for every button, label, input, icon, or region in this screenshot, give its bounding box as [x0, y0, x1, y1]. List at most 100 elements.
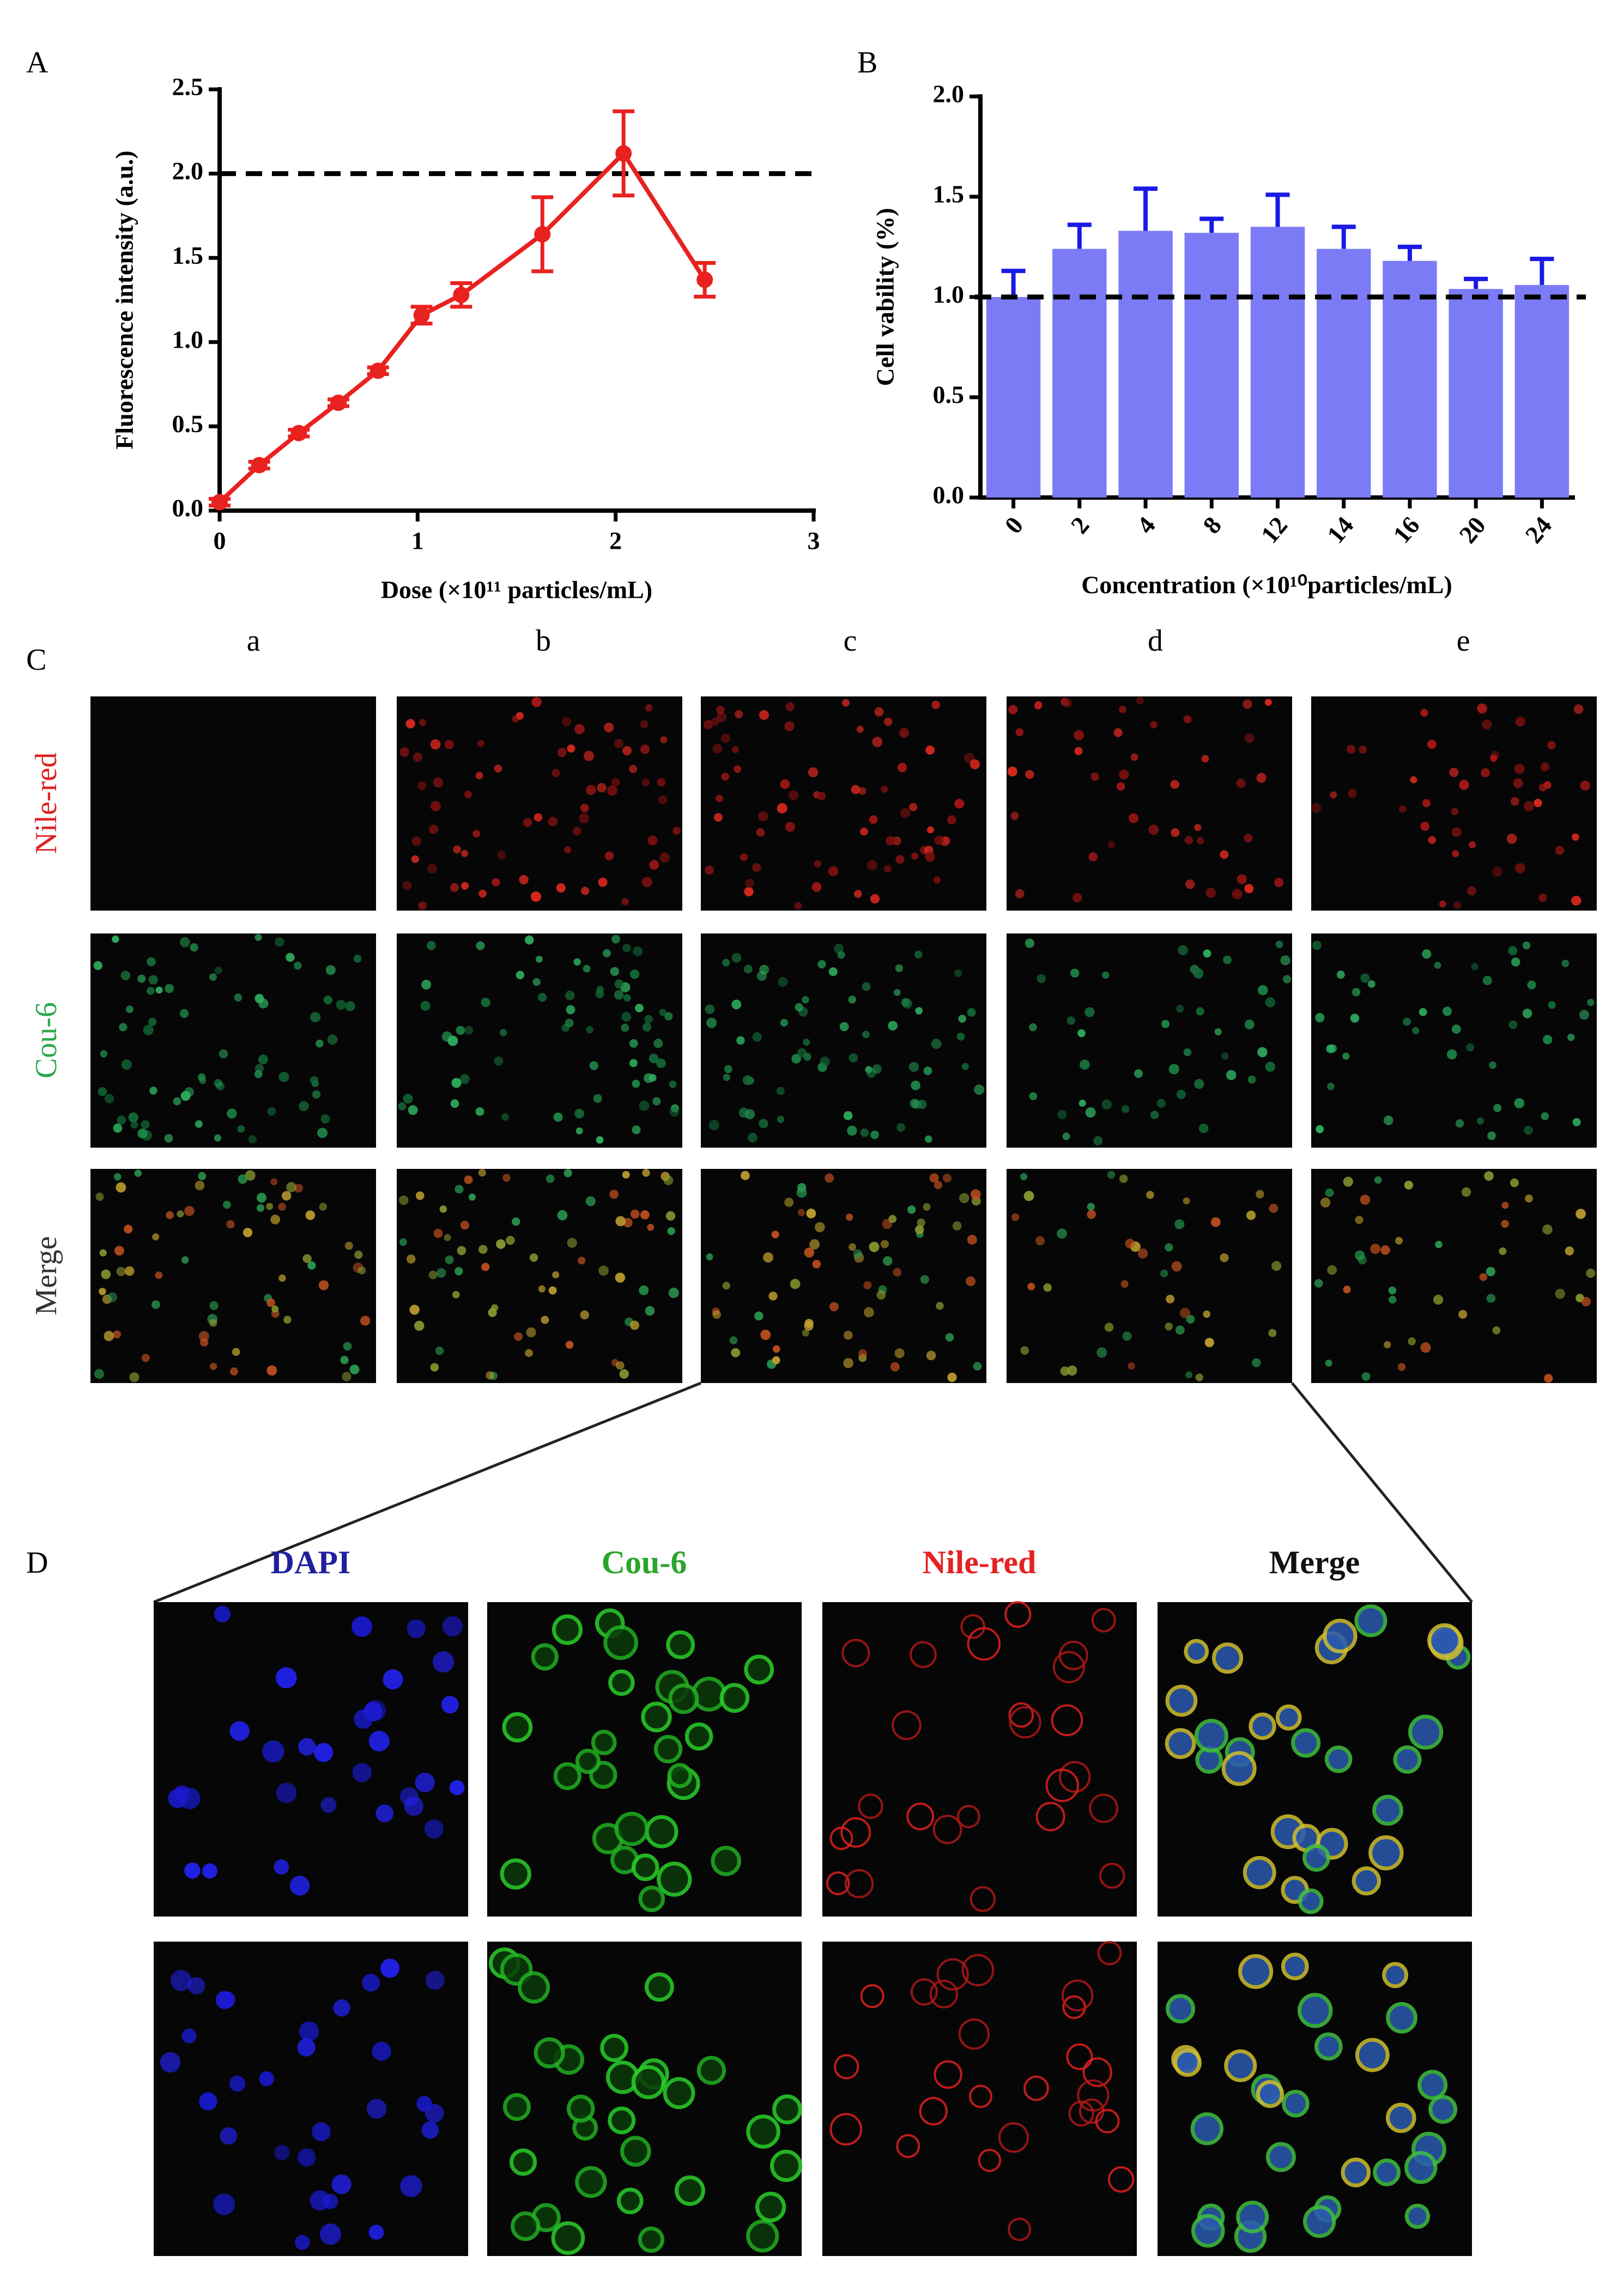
cell	[181, 2028, 197, 2044]
cell	[418, 901, 427, 910]
cell	[958, 1015, 967, 1023]
cell	[906, 1802, 935, 1830]
cell	[209, 1301, 219, 1311]
cell	[603, 949, 611, 957]
cell	[534, 813, 543, 822]
cell	[556, 883, 566, 893]
cell	[481, 1263, 490, 1271]
cell	[537, 993, 547, 1002]
cell	[1232, 889, 1243, 900]
cell	[1397, 1363, 1406, 1371]
cell	[411, 855, 419, 863]
cell	[375, 1804, 394, 1823]
error-bar	[1397, 245, 1422, 261]
cell	[441, 1696, 459, 1714]
cell	[302, 1254, 312, 1263]
cell	[745, 878, 755, 888]
cell	[1427, 1623, 1462, 1658]
cell	[892, 1710, 922, 1741]
cell	[232, 1348, 240, 1356]
cell	[1173, 2048, 1202, 2077]
cell	[708, 1120, 719, 1131]
cell	[286, 1182, 296, 1192]
cell	[814, 860, 821, 868]
cell	[780, 1018, 788, 1027]
cell	[791, 1054, 801, 1064]
cell	[1062, 1132, 1070, 1141]
cell	[1186, 1314, 1195, 1324]
cell	[600, 2034, 629, 2063]
cell	[553, 1112, 563, 1122]
cell	[777, 803, 787, 814]
cell	[1420, 1342, 1431, 1353]
cell	[840, 1817, 871, 1848]
cell	[658, 795, 668, 804]
cell	[1091, 1608, 1116, 1633]
cell	[604, 851, 614, 860]
cell	[1062, 698, 1072, 708]
cell	[914, 1225, 924, 1234]
cell	[931, 700, 940, 710]
cell	[744, 1109, 755, 1119]
cell	[896, 1123, 906, 1132]
cell	[258, 1054, 268, 1065]
cell	[947, 1372, 957, 1382]
cell	[1180, 1308, 1190, 1318]
cell	[1085, 1107, 1096, 1118]
cell	[742, 1075, 753, 1086]
cell	[735, 710, 743, 719]
cell	[629, 1320, 640, 1330]
cell	[934, 2060, 962, 2089]
cell	[147, 957, 156, 967]
cell	[552, 1614, 583, 1645]
cell	[1148, 824, 1159, 835]
cell	[860, 1984, 884, 2009]
cell	[1191, 2214, 1225, 2248]
cell	[870, 894, 880, 904]
cell	[104, 1094, 114, 1103]
cell	[1084, 1007, 1095, 1017]
data-point	[453, 287, 470, 304]
cell	[759, 1119, 768, 1129]
cell	[591, 1730, 617, 1755]
cell	[1025, 770, 1034, 779]
cell	[1428, 2095, 1458, 2124]
cell	[1449, 767, 1459, 778]
cell	[320, 1114, 330, 1124]
cell	[1452, 850, 1459, 858]
cell	[1408, 1714, 1444, 1750]
cell	[858, 787, 866, 795]
cell	[499, 1029, 507, 1036]
cell	[248, 1135, 257, 1144]
cell	[585, 1196, 596, 1206]
cell	[1372, 1794, 1403, 1826]
cell	[1210, 1217, 1221, 1227]
bar	[1118, 231, 1173, 498]
cell	[811, 882, 822, 892]
data-point	[615, 145, 632, 162]
cell	[121, 1059, 132, 1070]
cell	[1541, 1112, 1549, 1120]
cell	[1194, 823, 1202, 831]
cell	[450, 883, 459, 892]
cell	[464, 1175, 473, 1184]
cell	[1074, 730, 1084, 741]
cell	[352, 1616, 373, 1637]
cell	[444, 739, 454, 749]
cell	[1265, 2142, 1296, 2172]
cell	[475, 772, 483, 780]
cell	[1514, 763, 1525, 774]
cell	[380, 1958, 400, 1978]
cell	[1350, 1014, 1360, 1023]
cell	[548, 816, 558, 827]
cell	[954, 969, 962, 978]
cell	[360, 1315, 371, 1326]
micrograph	[701, 696, 986, 911]
cell	[860, 827, 868, 836]
cell	[829, 1827, 853, 1851]
cell	[615, 1361, 625, 1370]
cell	[214, 1605, 231, 1623]
cell	[1174, 1219, 1185, 1229]
cell	[806, 1208, 816, 1218]
cell	[907, 1205, 916, 1214]
